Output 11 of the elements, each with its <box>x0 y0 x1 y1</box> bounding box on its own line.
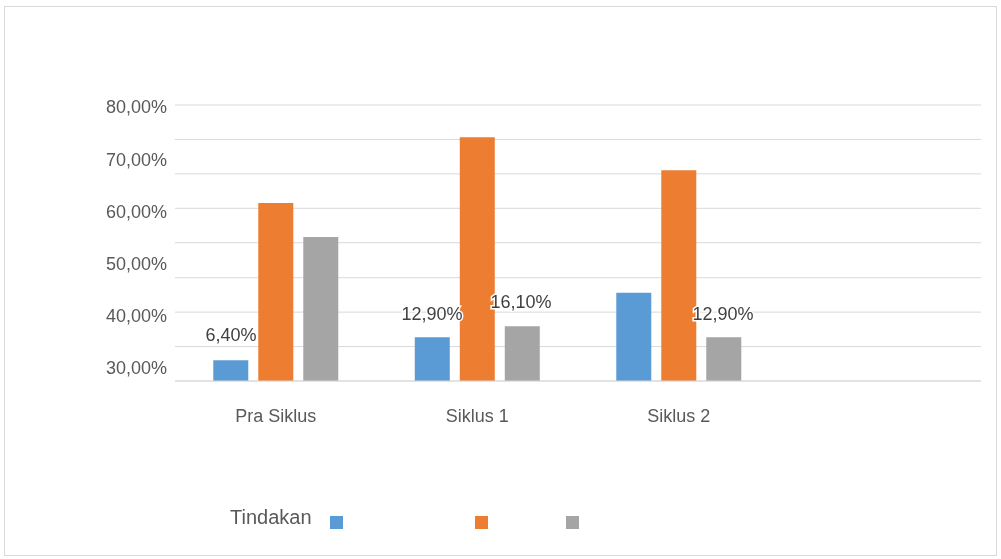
x-tick-label: Siklus 2 <box>647 405 711 426</box>
y-tick-label: 30,00% <box>105 358 167 379</box>
y-tick-label: 70,00% <box>105 149 167 170</box>
y-tick-label: 50,00% <box>105 254 167 274</box>
y-tick-label: 80,00% <box>105 97 167 118</box>
x-axis-title: Tindakan <box>230 506 312 528</box>
y-tick-label: 60,00% <box>105 201 167 222</box>
y-tick-label: 40,00% <box>105 306 167 327</box>
x-tick-label: Siklus 1 <box>445 405 509 426</box>
annotation: 6,40% <box>205 325 257 345</box>
x-tick-label: Pra Siklus <box>235 405 317 426</box>
